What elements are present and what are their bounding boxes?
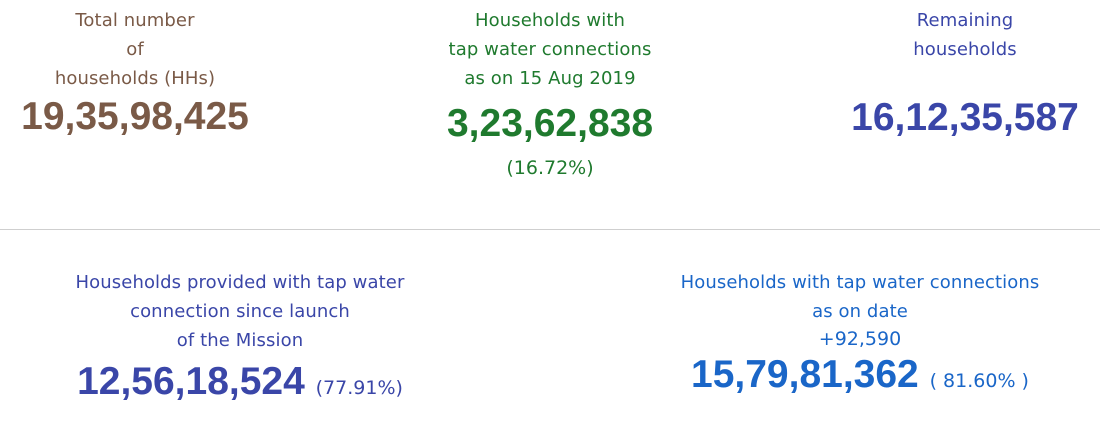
- since-launch-label: Households provided with tap water conne…: [75, 272, 405, 351]
- since-launch-percent: (77.91%): [315, 377, 403, 399]
- on-date-label: Households with tap water connections as…: [680, 272, 1040, 322]
- section-divider: [0, 229, 1100, 230]
- baseline-connections-percent: (16.72%): [506, 157, 594, 179]
- on-date-percent: ( 81.60% ): [929, 370, 1029, 392]
- since-launch-value-row: 12,56,18,524 (77.91%): [20, 359, 460, 411]
- since-launch-value: 12,56,18,524: [77, 360, 305, 403]
- baseline-connections-stat: Households with tap water connections as…: [410, 6, 690, 179]
- remaining-households-value: 16,12,35,587: [851, 96, 1079, 139]
- total-households-label: Total number of households (HHs): [54, 10, 216, 89]
- remaining-households-label: Remaining households: [913, 10, 1017, 60]
- remaining-households-stat: Remaining households 16,12,35,587: [830, 6, 1100, 141]
- total-households-stat: Total number of households (HHs) 19,35,9…: [0, 6, 270, 140]
- baseline-connections-value: 3,23,62,838: [446, 102, 654, 145]
- baseline-connections-label: Households with tap water connections as…: [448, 10, 652, 89]
- on-date-delta: +92,590: [818, 328, 902, 350]
- on-date-value-row: 15,79,81,362 ( 81.60% ): [640, 352, 1080, 404]
- on-date-stat: Households with tap water connections as…: [640, 268, 1080, 404]
- total-households-value: 19,35,98,425: [21, 95, 249, 138]
- on-date-value: 15,79,81,362: [691, 353, 919, 396]
- since-launch-stat: Households provided with tap water conne…: [20, 268, 460, 411]
